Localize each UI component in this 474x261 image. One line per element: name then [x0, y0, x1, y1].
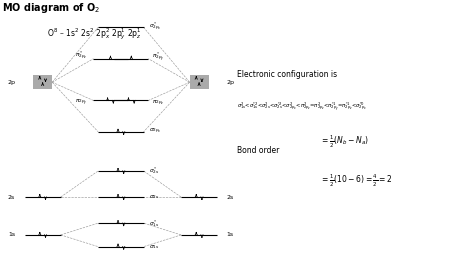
Text: O$^8$ – 1s$^2$ 2s$^2$ 2p$_x^2$ 2p$_y^1$ 2p$_z^1$: O$^8$ – 1s$^2$ 2s$^2$ 2p$_x^2$ 2p$_y^1$ …	[47, 26, 142, 41]
Text: Electronic configuration is: Electronic configuration is	[237, 70, 337, 79]
Text: $\sigma^*_{1s}$: $\sigma^*_{1s}$	[149, 218, 160, 229]
Text: $\sigma_{1s}^{2}$<$\sigma_{1s}^{*2}$<$\sigma_{2s}^{2}$<$\sigma_{2s}^{*2}$<$\sigm: $\sigma_{1s}^{2}$<$\sigma_{1s}^{*2}$<$\s…	[237, 100, 367, 114]
Text: $=\frac{1}{2}(N_b - N_a)$: $=\frac{1}{2}(N_b - N_a)$	[320, 134, 369, 150]
Text: $\sigma_{2s}$: $\sigma_{2s}$	[149, 193, 160, 201]
Text: 2s: 2s	[227, 194, 234, 200]
Text: $\sigma_{1s}$: $\sigma_{1s}$	[149, 243, 160, 251]
Text: 2p: 2p	[227, 80, 235, 85]
Text: $\pi_{2p_y}$: $\pi_{2p_y}$	[75, 98, 87, 108]
Text: $\sigma^*_{2p_x}$: $\sigma^*_{2p_x}$	[149, 21, 162, 33]
Text: $=\frac{1}{2}(10-6)=\frac{4}{2}=2$: $=\frac{1}{2}(10-6)=\frac{4}{2}=2$	[320, 173, 392, 189]
Bar	[190, 75, 209, 89]
Bar	[33, 75, 52, 89]
Text: $\sigma^*_{2s}$: $\sigma^*_{2s}$	[149, 165, 160, 176]
Text: 2p: 2p	[7, 80, 15, 85]
Text: $\pi^*_{2p_z}$: $\pi^*_{2p_z}$	[75, 50, 87, 62]
Text: 2s: 2s	[8, 194, 15, 200]
Text: MO diagram of O$_2$: MO diagram of O$_2$	[2, 1, 101, 15]
Text: $\pi^*_{2p_y}$: $\pi^*_{2p_y}$	[152, 50, 164, 63]
Text: 1s: 1s	[227, 232, 234, 238]
Text: $\pi_{2p_z}$: $\pi_{2p_z}$	[152, 98, 164, 108]
Text: $\sigma_{2p_x}$: $\sigma_{2p_x}$	[149, 127, 162, 137]
Text: 1s: 1s	[8, 232, 15, 238]
Text: Bond order: Bond order	[237, 146, 279, 155]
